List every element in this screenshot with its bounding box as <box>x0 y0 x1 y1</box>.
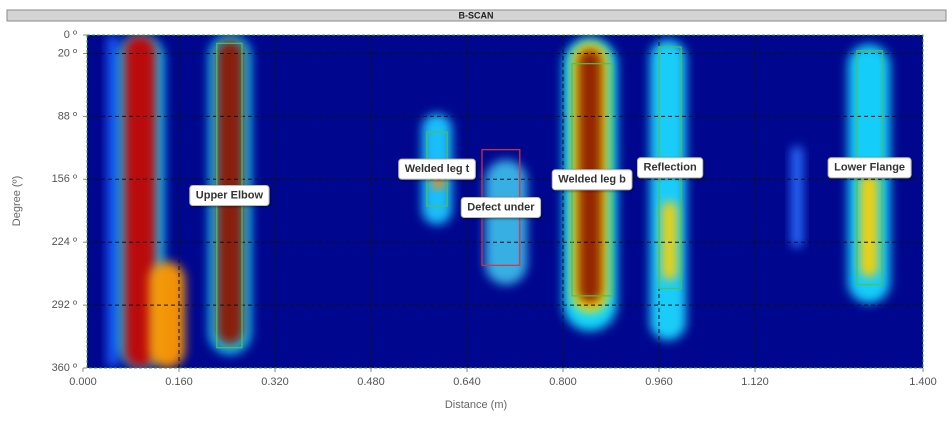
plot-border <box>86 34 924 369</box>
annotation-label-bg <box>551 169 633 191</box>
overlay: 0.000 0.160 0.320 0.480 0.640 0.800 0.960 1.120… <box>52 29 937 388</box>
signal <box>149 261 185 368</box>
signal <box>662 201 677 281</box>
signal <box>123 35 157 368</box>
y-tick-label: 88 º <box>58 110 77 122</box>
annotation-label-bg <box>827 157 912 179</box>
annotation-label-bg <box>460 197 542 219</box>
x-tick-label: 0.800 <box>549 376 577 388</box>
x-tick-label: 0.160 <box>165 376 193 388</box>
x-tick-label: 1.120 <box>741 376 769 388</box>
annotation-label: Welded leg b <box>558 174 626 186</box>
signal <box>791 146 803 248</box>
chart-title: B-SCAN <box>459 10 494 20</box>
annotation-label: Defect under <box>467 201 535 213</box>
signal <box>485 159 527 285</box>
annotation-label-bg <box>398 158 476 180</box>
y-tick-label: 360 º <box>52 362 77 374</box>
y-tick-label: 224 º <box>52 236 77 248</box>
y-tick-label: 0 º <box>64 29 77 41</box>
annotation-label-bg <box>637 157 704 179</box>
annotation-label-bg <box>189 184 270 206</box>
title-bar <box>6 9 947 22</box>
x-tick-label: 0.000 <box>69 376 97 388</box>
signal <box>107 35 119 368</box>
y-tick-label: 156 º <box>52 173 77 185</box>
y-tick-label: 292 º <box>52 299 77 311</box>
x-tick-label: 0.640 <box>453 376 481 388</box>
signal <box>860 173 878 278</box>
annotation-label: Reflection <box>644 162 697 174</box>
y-tick-label: 20 º <box>58 47 77 59</box>
annotation-label: Lower Flange <box>834 162 905 174</box>
x-axis-title: Distance (m) <box>445 399 507 411</box>
y-axis-title: Degree (º) <box>11 176 23 226</box>
x-tick-label: 1.400 <box>909 376 937 388</box>
x-tick-label: 0.480 <box>357 376 385 388</box>
annotation-label: Welded leg t <box>405 163 470 175</box>
annotation-label: Upper Elbow <box>196 189 264 201</box>
x-tick-label: 0.960 <box>645 376 673 388</box>
x-tick-label: 0.320 <box>261 376 289 388</box>
